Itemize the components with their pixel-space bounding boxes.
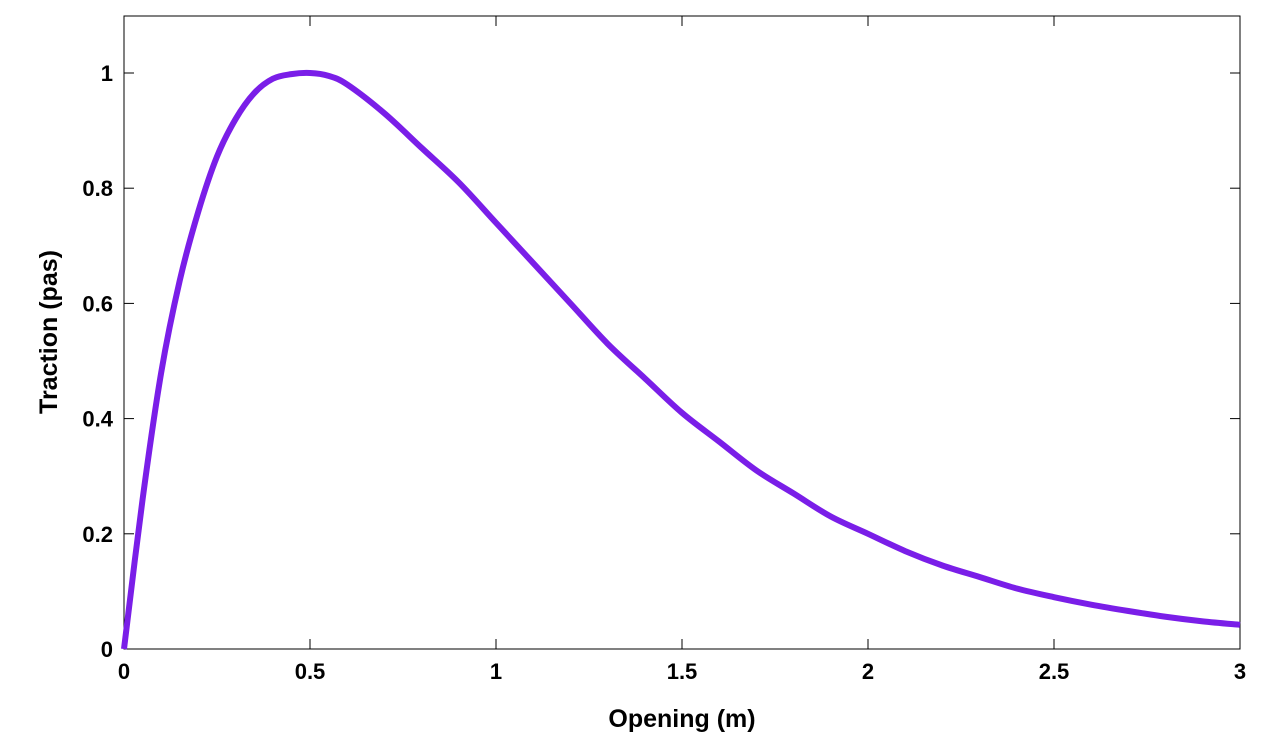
x-tick-label: 2	[862, 659, 874, 684]
y-tick-label: 0	[101, 637, 113, 662]
series-layer	[121, 69, 1241, 650]
y-tick-label: 0.4	[82, 407, 113, 432]
y-tick-label: 0.2	[82, 522, 113, 547]
y-tick-label: 0.8	[82, 176, 113, 201]
x-axis-title: Opening (m)	[608, 705, 755, 733]
x-tick-label: 2.5	[1039, 659, 1070, 684]
series-line	[121, 69, 1241, 650]
y-tick-label: 1	[101, 61, 113, 86]
x-tick-label: 1	[490, 659, 502, 684]
axis-ticks: 0 0.5 1 1.5 2 2.5 3 0 0.2 0.4 0.6 0.8 1	[82, 16, 1246, 684]
plot-area-border	[123, 15, 1241, 650]
y-tick-label: 0.6	[82, 291, 113, 316]
y-axis-title: Traction (pas)	[35, 250, 63, 414]
x-tick-label: 0.5	[295, 659, 326, 684]
x-tick-label: 1.5	[667, 659, 698, 684]
x-tick-label: 0	[118, 659, 130, 684]
x-tick-label: 3	[1234, 659, 1246, 684]
